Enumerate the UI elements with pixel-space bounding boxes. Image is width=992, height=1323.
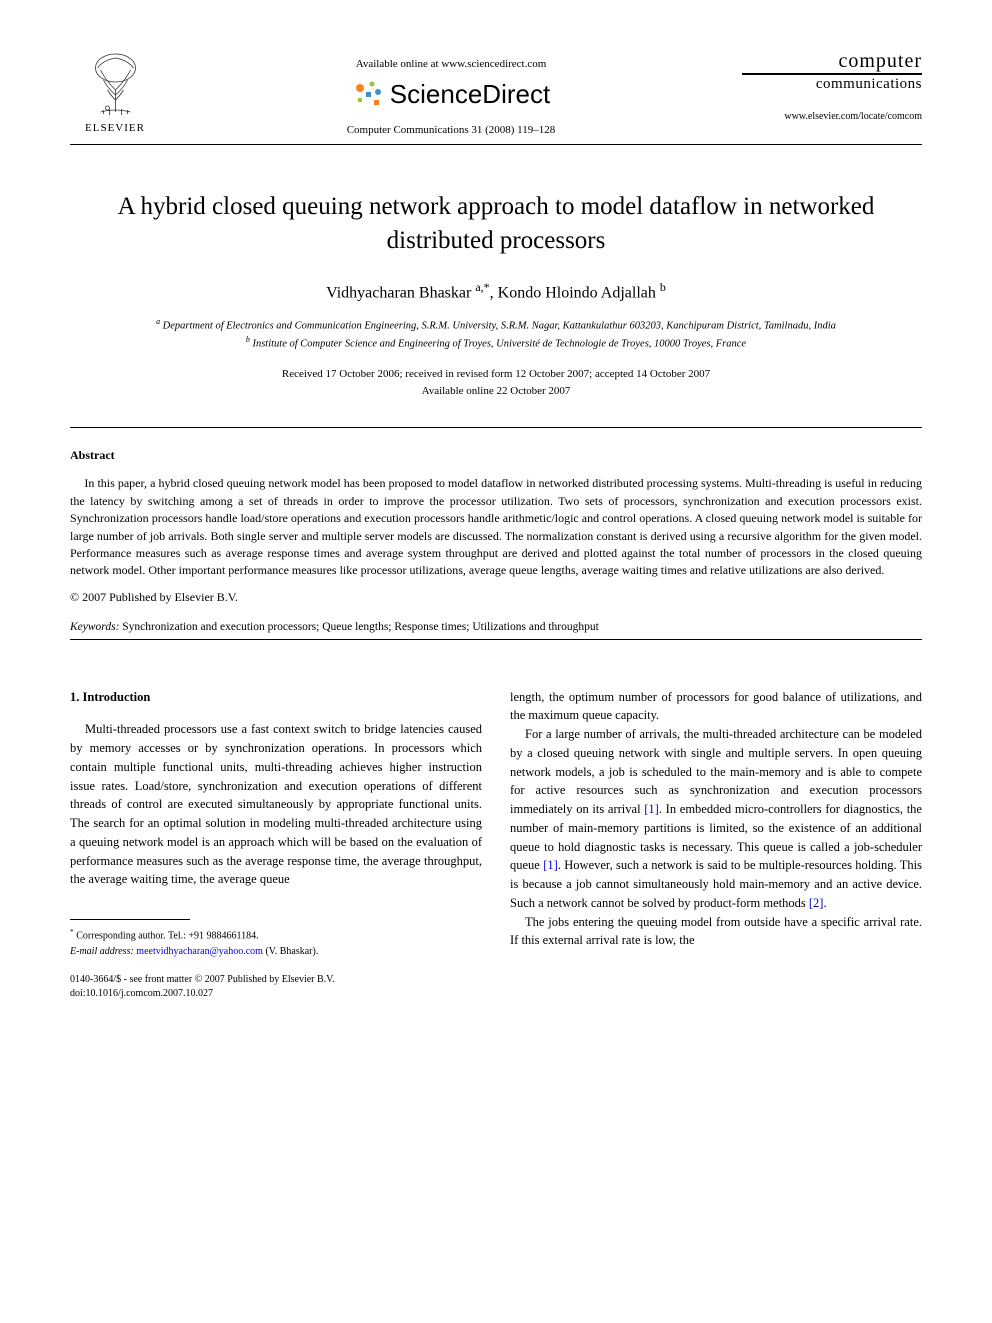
author-1: Vidhyacharan Bhaskar [326, 284, 471, 301]
ref-link-1[interactable]: [1] [644, 802, 659, 816]
abstract-top-rule [70, 427, 922, 428]
available-online-text: Available online at www.sciencedirect.co… [160, 58, 742, 70]
sciencedirect-text: ScienceDirect [390, 79, 550, 110]
journal-logo: computer communications www.elsevier.com… [742, 50, 922, 122]
left-column: 1. Introduction Multi-threaded processor… [70, 688, 482, 1001]
ref-link-2[interactable]: [2] [809, 896, 824, 910]
center-header: Available online at www.sciencedirect.co… [160, 50, 742, 136]
keywords: Keywords: Synchronization and execution … [70, 621, 922, 633]
corresponding-author: * Corresponding author. Tel.: +91 988466… [70, 926, 482, 958]
main-body: 1. Introduction Multi-threaded processor… [70, 688, 922, 1001]
dates-received: Received 17 October 2006; received in re… [282, 368, 710, 380]
right-column: length, the optimum number of processors… [510, 688, 922, 1001]
author-2: Kondo Hloindo Adjallah [498, 284, 656, 301]
section-1-heading: 1. Introduction [70, 688, 482, 707]
ref-link-1b[interactable]: [1] [543, 858, 558, 872]
affiliations: a Department of Electronics and Communic… [70, 316, 922, 353]
journal-url: www.elsevier.com/locate/comcom [742, 111, 922, 122]
footer-info: 0140-3664/$ - see front matter © 2007 Pu… [70, 973, 482, 1001]
abstract-body: In this paper, a hybrid closed queuing n… [70, 475, 922, 579]
author-2-sup: b [660, 280, 666, 294]
abstract-bottom-rule [70, 639, 922, 640]
article-dates: Received 17 October 2006; received in re… [70, 366, 922, 399]
journal-reference: Computer Communications 31 (2008) 119–12… [160, 124, 742, 136]
elsevier-label: ELSEVIER [85, 122, 145, 134]
elsevier-tree-icon [83, 50, 148, 120]
authors: Vidhyacharan Bhaskar a,*, Kondo Hloindo … [70, 280, 922, 302]
intro-para-3: The jobs entering the queuing model from… [510, 913, 922, 951]
elsevier-logo: ELSEVIER [70, 50, 160, 134]
dates-available: Available online 22 October 2007 [422, 385, 571, 397]
journal-name-line2: communications [742, 73, 922, 93]
affiliation-b: Institute of Computer Science and Engine… [252, 339, 746, 350]
issn-line: 0140-3664/$ - see front matter © 2007 Pu… [70, 974, 335, 985]
intro-para-1-cont: length, the optimum number of processors… [510, 688, 922, 726]
doi-line: doi:10.1016/j.comcom.2007.10.027 [70, 988, 213, 999]
author-1-sup: a,* [475, 280, 489, 294]
paper-title: A hybrid closed queuing network approach… [110, 190, 882, 258]
intro-para-1: Multi-threaded processors use a fast con… [70, 720, 482, 889]
sciencedirect-logo: ScienceDirect [160, 78, 742, 110]
footnote-rule [70, 919, 190, 920]
sciencedirect-icon [352, 78, 384, 110]
intro-para-2: For a large number of arrivals, the mult… [510, 725, 922, 913]
email-label: E-mail address: [70, 946, 134, 957]
paper-header: ELSEVIER Available online at www.science… [70, 50, 922, 136]
email-author: (V. Bhaskar). [265, 946, 318, 957]
abstract-heading: Abstract [70, 448, 922, 463]
journal-name-line1: computer [742, 50, 922, 73]
header-rule [70, 144, 922, 145]
affiliation-a: Department of Electronics and Communicat… [163, 320, 836, 331]
corresponding-text: Corresponding author. Tel.: +91 98846611… [76, 931, 258, 942]
abstract-copyright: © 2007 Published by Elsevier B.V. [70, 590, 922, 605]
keywords-text: Synchronization and execution processors… [122, 621, 599, 633]
email-link[interactable]: meetvidhyacharan@yahoo.com [136, 946, 263, 957]
keywords-label: Keywords: [70, 621, 119, 633]
